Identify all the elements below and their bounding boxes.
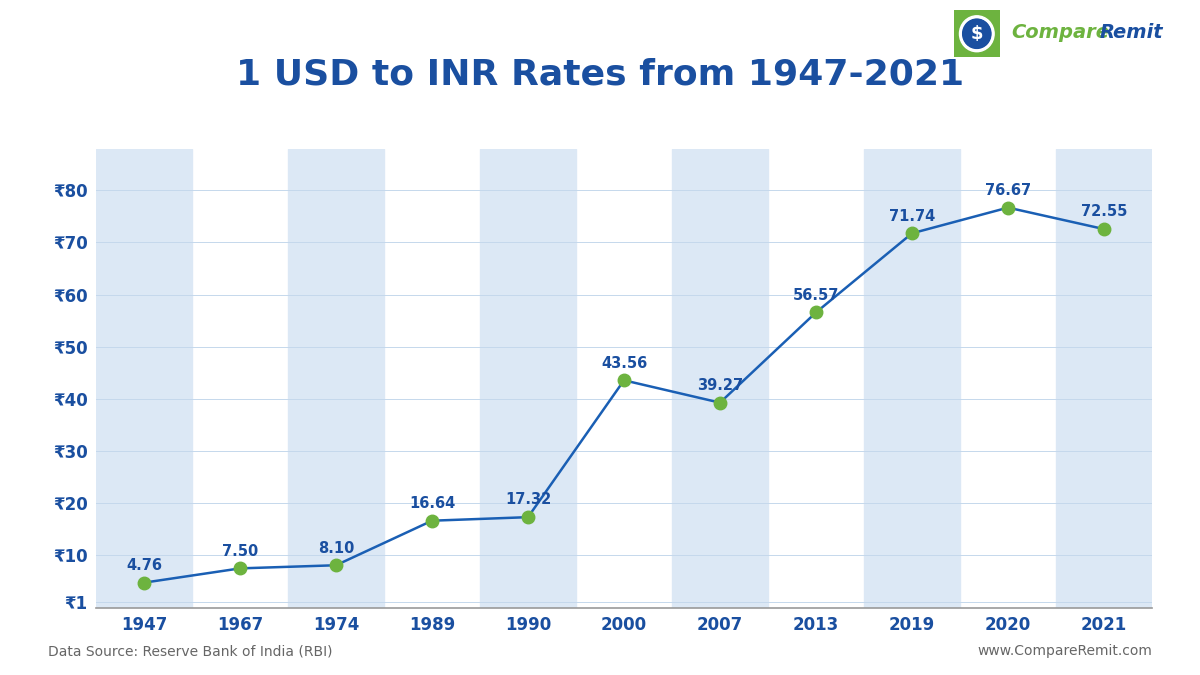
Point bbox=[326, 560, 346, 570]
Bar bbox=[1056, 148, 1152, 608]
Circle shape bbox=[964, 20, 990, 48]
Text: 7.50: 7.50 bbox=[222, 543, 258, 559]
Point bbox=[806, 307, 826, 318]
Text: 76.67: 76.67 bbox=[985, 183, 1031, 198]
Text: 72.55: 72.55 bbox=[1081, 205, 1127, 219]
Bar bbox=[480, 148, 576, 608]
Text: 1 USD to INR Rates from 1947-2021: 1 USD to INR Rates from 1947-2021 bbox=[236, 57, 964, 91]
Text: 17.32: 17.32 bbox=[505, 493, 551, 508]
Text: $: $ bbox=[971, 25, 983, 43]
Point bbox=[1094, 223, 1114, 234]
Text: Remit: Remit bbox=[1099, 23, 1163, 42]
Point bbox=[902, 228, 922, 239]
Text: 39.27: 39.27 bbox=[697, 378, 743, 393]
Text: Compare: Compare bbox=[1012, 23, 1110, 42]
Text: 43.56: 43.56 bbox=[601, 356, 647, 371]
Text: 4.76: 4.76 bbox=[126, 558, 162, 573]
Bar bbox=[864, 148, 960, 608]
Text: 56.57: 56.57 bbox=[793, 288, 839, 302]
Point bbox=[614, 375, 634, 385]
Point bbox=[710, 398, 730, 408]
Point bbox=[998, 202, 1018, 213]
Text: Data Source: Reserve Bank of India (RBI): Data Source: Reserve Bank of India (RBI) bbox=[48, 644, 332, 658]
Point bbox=[422, 515, 442, 526]
Text: 8.10: 8.10 bbox=[318, 541, 354, 556]
Circle shape bbox=[962, 19, 991, 49]
Text: www.CompareRemit.com: www.CompareRemit.com bbox=[977, 644, 1152, 658]
Point bbox=[134, 577, 154, 588]
FancyBboxPatch shape bbox=[948, 5, 1006, 63]
Text: 71.74: 71.74 bbox=[889, 209, 935, 223]
Point bbox=[230, 563, 250, 574]
Bar bbox=[288, 148, 384, 608]
Bar bbox=[96, 148, 192, 608]
Text: 16.64: 16.64 bbox=[409, 496, 455, 511]
Circle shape bbox=[960, 16, 994, 52]
Bar bbox=[672, 148, 768, 608]
Point bbox=[518, 512, 538, 522]
